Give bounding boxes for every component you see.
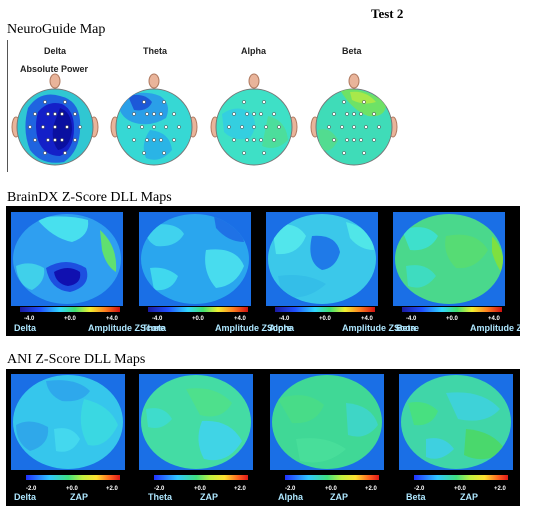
ani-map-beta — [401, 375, 511, 469]
bdx-scale-mid-theta: +0.0 — [192, 316, 205, 322]
ani-unit-beta: ZAP — [460, 492, 478, 502]
ng-power-label: Absolute Power — [20, 64, 89, 74]
ani-scale-min-alpha: -2.0 — [285, 486, 296, 492]
ng-band-label-beta: Beta — [342, 46, 362, 56]
neuroguide-divider — [7, 40, 8, 172]
ng-head-delta — [11, 73, 99, 166]
ani-scale-delta — [26, 475, 120, 480]
ng-band-label-delta: Delta — [44, 46, 67, 56]
bdx-scale-min-alpha: -4.0 — [279, 316, 290, 322]
bdx-unit-alpha: Amplitude ZScore — [342, 323, 419, 333]
ani-scale-mid-alpha: +0.0 — [325, 486, 338, 492]
bdx-map-beta — [395, 214, 503, 304]
ani-scale-mid-beta: +0.0 — [454, 486, 467, 492]
ani-scale-max-alpha: +2.0 — [365, 486, 378, 492]
bdx-scale-max-delta: +4.0 — [106, 316, 119, 322]
ani-title: ANI Z-Score DLL Maps — [7, 352, 146, 367]
braindx-maps: -4.0 +0.0 +4.0 -4.0 +0.0 +4.0 -4.0 +0.0 … — [11, 212, 520, 333]
ani-scale-beta — [414, 475, 508, 480]
bdx-unit-delta: Amplitude ZScore — [88, 323, 165, 333]
ani-scale-theta — [154, 475, 248, 480]
ani-map-alpha — [272, 375, 382, 469]
ani-scale-max-theta: +2.0 — [234, 486, 247, 492]
ani-band-label-delta: Delta — [14, 492, 37, 502]
bdx-scale-mid-delta: +0.0 — [64, 316, 77, 322]
ani-scale-min-delta: -2.0 — [26, 486, 37, 492]
bdx-scale-max-beta: +4.0 — [488, 316, 501, 322]
test-title: Test 2 — [371, 6, 404, 21]
bdx-scale-max-alpha: +4.0 — [361, 316, 374, 322]
ng-head-beta — [310, 73, 398, 166]
ani-map-theta — [141, 375, 251, 469]
bdx-scale-mid-beta: +0.0 — [446, 316, 459, 322]
bdx-map-theta — [141, 214, 249, 304]
braindx-title: BrainDX Z-Score DLL Maps — [7, 190, 172, 205]
ani-unit-delta: ZAP — [70, 492, 88, 502]
ani-scale-mid-theta: +0.0 — [194, 486, 207, 492]
ani-scale-mid-delta: +0.0 — [66, 486, 79, 492]
bdx-map-delta — [13, 214, 121, 304]
ani-unit-alpha: ZAP — [330, 492, 348, 502]
bdx-scale-alpha — [275, 307, 375, 312]
bdx-band-label-theta: Theta — [142, 323, 167, 333]
ani-scale-min-beta: -2.0 — [414, 486, 425, 492]
ani-scale-alpha — [285, 475, 379, 480]
ani-scale-min-theta: -2.0 — [154, 486, 165, 492]
ng-band-label-alpha: Alpha — [241, 46, 267, 56]
ng-head-alpha — [210, 73, 298, 166]
bdx-map-alpha — [268, 214, 376, 304]
bdx-unit-theta: Amplitude ZScore — [215, 323, 292, 333]
bdx-scale-min-beta: -4.0 — [406, 316, 417, 322]
bdx-scale-delta — [20, 307, 120, 312]
ani-unit-theta: ZAP — [200, 492, 218, 502]
bdx-scale-max-theta: +4.0 — [234, 316, 247, 322]
bdx-scale-mid-alpha: +0.0 — [319, 316, 332, 322]
ani-scale-max-beta: +2.0 — [494, 486, 507, 492]
ani-maps: -2.0 +0.0 +2.0 -2.0 +0.0 +2.0 -2.0 +0.0 … — [11, 374, 513, 502]
bdx-scale-min-delta: -4.0 — [24, 316, 35, 322]
bdx-scale-theta — [148, 307, 248, 312]
ng-band-label-theta: Theta — [143, 46, 168, 56]
neuroguide-title: NeuroGuide Map — [7, 22, 106, 37]
bdx-band-label-delta: Delta — [14, 323, 37, 333]
ani-band-label-alpha: Alpha — [278, 492, 304, 502]
ng-electrodes — [28, 100, 381, 155]
bdx-band-label-alpha: Alpha — [269, 323, 295, 333]
bdx-scale-min-theta: -4.0 — [152, 316, 163, 322]
ani-scale-max-delta: +2.0 — [106, 486, 119, 492]
bdx-band-label-beta: Beta — [396, 323, 417, 333]
ani-band-label-beta: Beta — [406, 492, 427, 502]
ani-band-label-theta: Theta — [148, 492, 173, 502]
ani-map-delta — [13, 375, 123, 469]
bdx-scale-beta — [402, 307, 502, 312]
bdx-unit-beta: Amplitude ZScore — [470, 323, 520, 333]
ng-head-theta — [110, 73, 198, 166]
